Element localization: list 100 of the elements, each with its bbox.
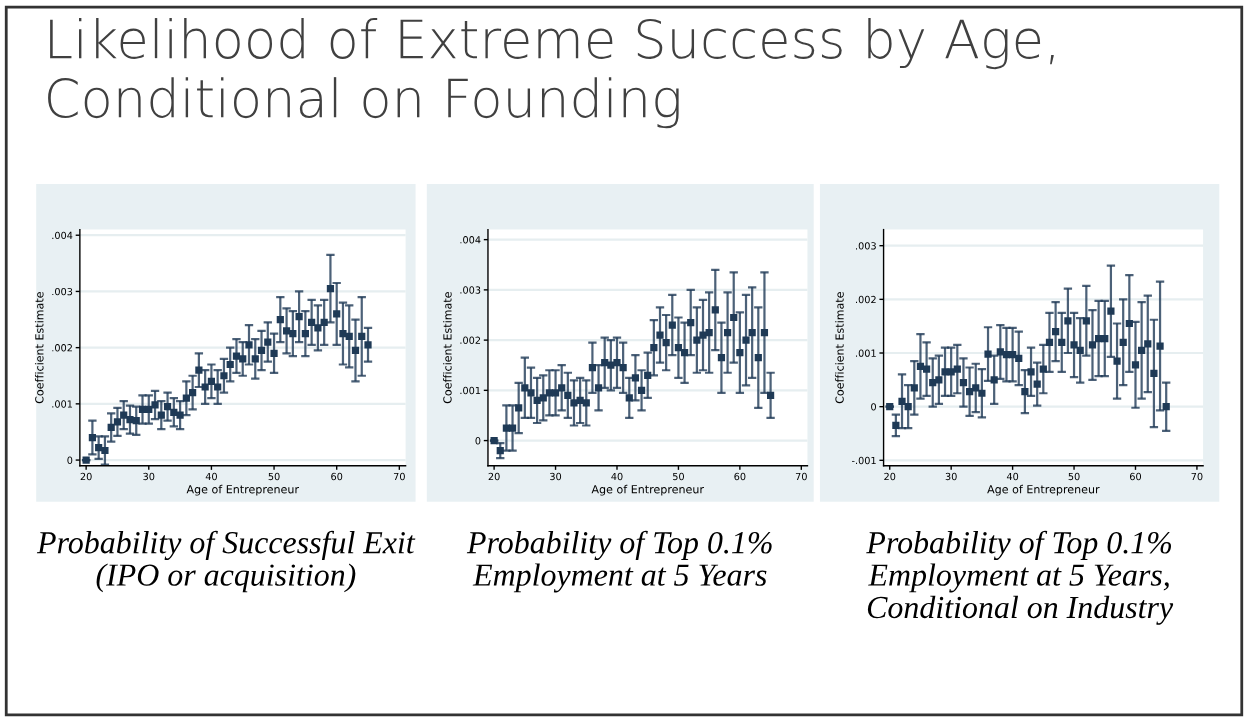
point [251, 355, 259, 363]
point [170, 408, 178, 416]
point [1082, 317, 1090, 325]
point [582, 399, 590, 407]
point [276, 315, 284, 324]
point [594, 384, 603, 392]
point [922, 365, 931, 373]
point [619, 364, 627, 372]
point [245, 341, 253, 349]
point [996, 348, 1004, 356]
point [1002, 351, 1011, 359]
point [680, 349, 689, 357]
point [1119, 338, 1127, 346]
point [711, 306, 719, 314]
point [157, 411, 165, 419]
point [631, 374, 640, 382]
point [508, 424, 517, 432]
point [754, 354, 762, 362]
point [558, 384, 566, 392]
point [972, 384, 980, 392]
point [182, 394, 190, 402]
point [207, 377, 216, 385]
point [107, 423, 115, 432]
point [545, 389, 554, 397]
point [564, 391, 572, 399]
point [898, 397, 906, 405]
point [766, 391, 775, 399]
point [1058, 338, 1066, 346]
point [214, 383, 222, 391]
point [1095, 334, 1103, 343]
point [1156, 342, 1164, 350]
point [515, 404, 523, 412]
point [656, 331, 664, 339]
point [226, 360, 234, 369]
point [138, 405, 147, 414]
point [326, 285, 335, 293]
point [101, 446, 109, 455]
point [1125, 319, 1133, 328]
point [126, 415, 134, 424]
point [978, 389, 986, 397]
point [551, 389, 560, 397]
point [282, 327, 291, 335]
point [947, 368, 955, 376]
point [521, 384, 529, 392]
point [1138, 346, 1146, 354]
point [1015, 354, 1023, 362]
point [1131, 361, 1140, 369]
point [314, 324, 322, 332]
point [1113, 357, 1121, 365]
point [613, 359, 621, 367]
point [904, 403, 912, 411]
point [941, 368, 949, 376]
point [264, 338, 272, 346]
point [929, 378, 937, 387]
point [320, 318, 328, 326]
point [257, 346, 266, 355]
point [637, 386, 646, 394]
point [145, 405, 153, 414]
point [295, 313, 303, 321]
point [333, 310, 341, 318]
point [953, 365, 961, 373]
point [1045, 338, 1054, 346]
point [195, 366, 203, 374]
point [693, 336, 701, 344]
point [1052, 327, 1060, 336]
point [699, 331, 707, 339]
point [1162, 403, 1170, 411]
text: Probability of Top 0.1% Employment at 5 Years [466, 530, 772, 593]
point [723, 328, 732, 337]
point [1144, 340, 1152, 348]
point [601, 359, 609, 367]
point [935, 376, 943, 384]
point [339, 329, 347, 338]
text: Probability of Top 0.1% Employment at 5 Years, Conditional on Industry [866, 530, 1174, 625]
point [625, 394, 633, 402]
point [502, 424, 511, 432]
point [527, 389, 535, 397]
point [232, 352, 241, 360]
point [668, 321, 676, 329]
point [910, 384, 918, 392]
point [132, 417, 140, 425]
point [959, 378, 968, 387]
point [736, 349, 744, 357]
point [1101, 334, 1109, 343]
point [1033, 380, 1041, 388]
point [351, 346, 360, 355]
point [358, 332, 366, 341]
point [201, 383, 209, 391]
point [717, 354, 726, 362]
point [1107, 307, 1115, 315]
point [644, 371, 652, 379]
point [1064, 317, 1072, 325]
point [990, 376, 998, 384]
point [674, 344, 683, 352]
point [730, 313, 738, 322]
point [539, 394, 547, 402]
point [1039, 365, 1047, 373]
point [113, 418, 122, 426]
point [892, 421, 900, 430]
point [662, 339, 670, 347]
